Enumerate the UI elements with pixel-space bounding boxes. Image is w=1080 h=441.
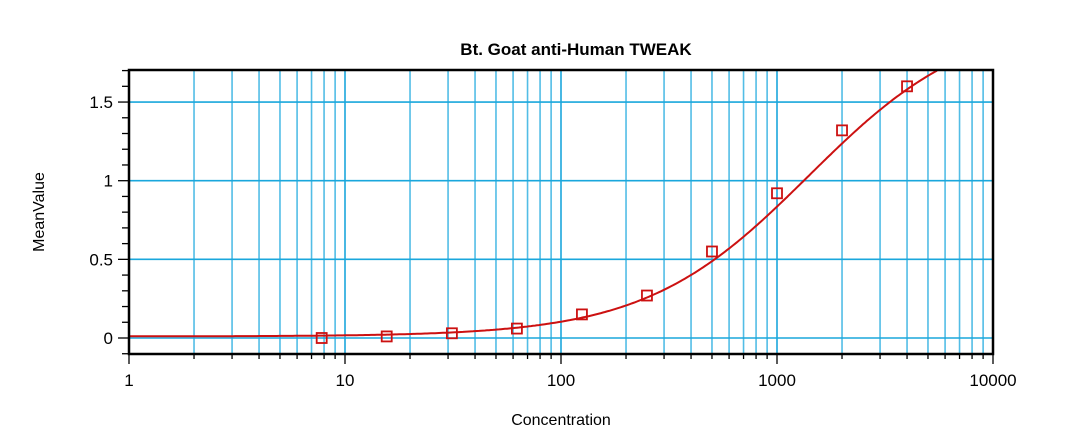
data-point-marker [511,322,523,335]
data-point-marker [445,327,458,340]
data-point-marker [641,289,653,302]
data-point-marker [706,245,718,258]
y-axis: 0 0.5 1 1.5 [89,69,129,355]
data-point-marker [836,124,848,137]
x-tick-label: 100 [547,371,575,390]
x-axis-label: Concentration [511,412,611,429]
data-point-marker [576,308,588,321]
y-tick-label: 1 [104,172,113,191]
data-points [315,80,913,344]
x-axis: 1 10 100 1000 10000 [124,354,1017,390]
data-point-marker [315,332,328,344]
data-point-marker [771,187,783,200]
x-tick-label: 1000 [758,371,796,390]
x-tick-label: 1 [124,371,133,390]
data-point-marker [901,80,913,93]
grid-lines [129,70,993,354]
y-tick-label: 0.5 [89,250,113,269]
x-tick-label: 10000 [969,371,1016,390]
y-tick-label: 1.5 [89,93,113,112]
y-axis-label: MeanValue [31,172,48,252]
y-tick-label: 0 [104,329,113,348]
chart-title: Bt. Goat anti-Human TWEAK [460,40,692,59]
data-point-marker [380,330,393,343]
x-tick-label: 10 [336,371,355,390]
fit-curve [129,69,938,338]
